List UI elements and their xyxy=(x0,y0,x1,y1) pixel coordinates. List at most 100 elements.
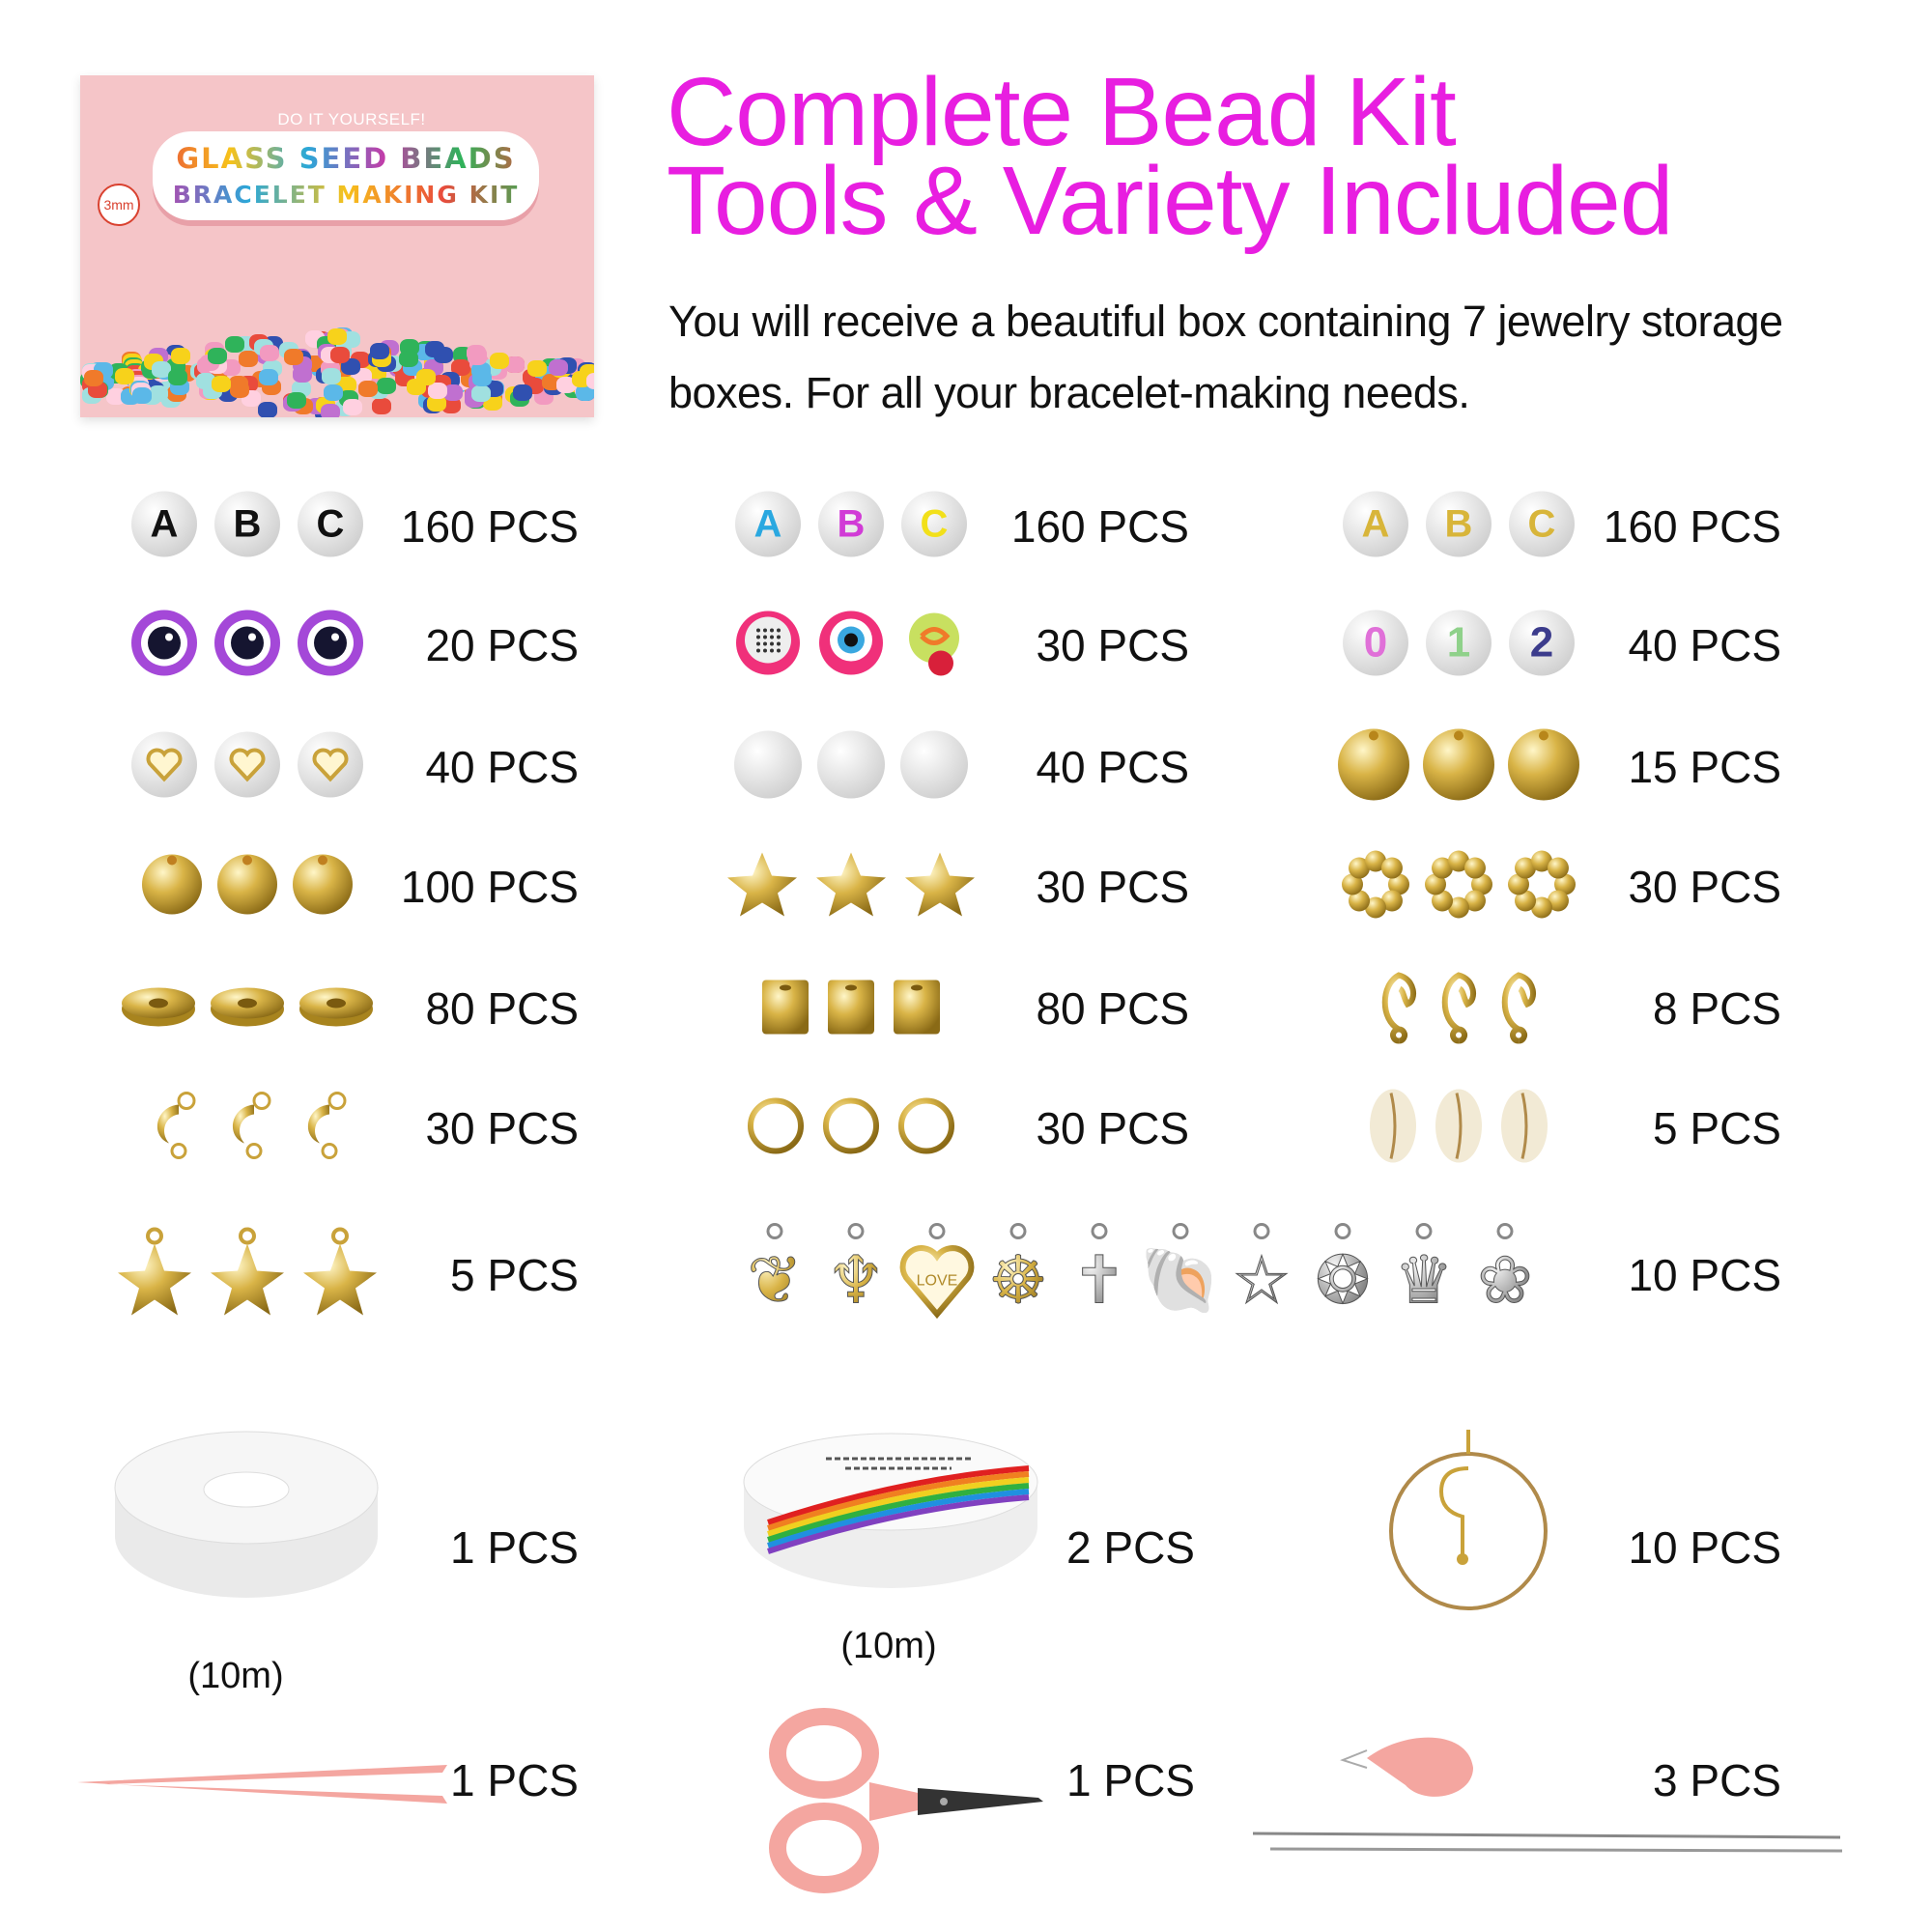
evil-eye-bead-icon xyxy=(212,608,283,684)
svg-text:1: 1 xyxy=(1447,619,1470,667)
description: You will receive a beautiful box contain… xyxy=(668,297,1783,417)
cupid-charm-icon: ♆ xyxy=(817,1220,895,1331)
rainbow-crystal-string-spool-icon xyxy=(739,1430,1043,1594)
title-line1: Complete Bead Kit xyxy=(667,58,1457,166)
gold-bead-icon xyxy=(140,853,204,922)
length-label: (10m) xyxy=(840,1626,937,1666)
seed-bead xyxy=(372,397,392,414)
heart-bead-icon xyxy=(212,729,283,806)
seed-bead xyxy=(426,395,446,412)
svg-text:C: C xyxy=(921,503,949,546)
crimp-bead-cover-icon xyxy=(291,1088,355,1170)
quantity-label: 160 PCS xyxy=(1603,501,1781,552)
seed-bead xyxy=(556,377,577,394)
quantity-label: 30 PCS xyxy=(1036,862,1189,912)
seed-bead xyxy=(527,360,548,378)
crown-charm-icon: ♛ xyxy=(1385,1220,1463,1331)
silver-charms-group: ❦ ♆ LOVE ☸ ✝ 🐚 ☆ ❂ ♛ ❀ xyxy=(736,1220,1544,1331)
crimp-bead-cover-group xyxy=(140,1088,355,1170)
seed-bead xyxy=(341,358,361,376)
polymer-clay-fruit-bead-icon xyxy=(732,608,804,684)
gold-cube-bead-icon xyxy=(890,975,944,1043)
svg-text:🐚: 🐚 xyxy=(1142,1243,1219,1320)
seed-bead xyxy=(327,327,347,345)
seed-bead xyxy=(259,345,279,362)
elastic-cord-spool-icon xyxy=(111,1430,382,1604)
seed-bead xyxy=(585,373,594,390)
heart-bead-group xyxy=(128,729,366,806)
gold-bead-icon xyxy=(291,853,355,922)
quantity-label: 40 PCS xyxy=(1036,742,1189,792)
svg-text:0: 0 xyxy=(1364,619,1387,667)
pearl-bead-icon xyxy=(732,729,804,806)
seed-bead xyxy=(472,369,493,386)
gold-flower-spacer-icon xyxy=(1506,849,1577,925)
quantity-label: 2 PCS xyxy=(1066,1522,1195,1573)
page-title: Complete Bead Kit Tools & Variety Includ… xyxy=(667,58,1673,249)
seed-bead xyxy=(415,369,436,386)
seed-bead xyxy=(148,384,168,402)
quantity-label: 100 PCS xyxy=(400,862,579,912)
letter-bead-icon: B xyxy=(1423,489,1494,565)
gold-starfish-charm-icon xyxy=(114,1225,195,1326)
seed-bead xyxy=(451,358,471,376)
lobster-clasp-icon xyxy=(1494,966,1543,1052)
seed-bead xyxy=(286,391,306,409)
earring-hoop-hook-icon xyxy=(1381,1420,1555,1613)
box-title-line2: BRACELET MAKING KIT xyxy=(153,180,539,211)
svg-text:☆: ☆ xyxy=(1233,1243,1292,1320)
jump-ring-icon xyxy=(744,1094,808,1163)
seed-bead xyxy=(170,347,190,364)
heart-bead-icon xyxy=(295,729,366,806)
evil-eye-bead-group xyxy=(128,608,366,684)
gold-cube-bead-icon xyxy=(758,975,812,1043)
large-gold-bead-icon xyxy=(1507,728,1580,807)
svg-text:☸: ☸ xyxy=(989,1243,1048,1320)
cross-charm-icon: ✝ xyxy=(1061,1220,1138,1331)
svg-text:A: A xyxy=(1362,503,1390,546)
letter-bead-icon: C xyxy=(295,489,366,565)
quantity-label: 8 PCS xyxy=(1653,983,1781,1034)
large-gold-bead-icon xyxy=(1422,728,1495,807)
seed-bead xyxy=(168,369,188,386)
turtle-charm-icon: ❂ xyxy=(1304,1220,1381,1331)
svg-text:C: C xyxy=(1528,503,1556,546)
quantity-label: 30 PCS xyxy=(1036,1103,1189,1153)
gold-star-bead-group xyxy=(724,849,979,925)
letter-bead-group: A B C xyxy=(732,489,970,565)
love-heart-charm-icon: LOVE xyxy=(898,1220,976,1331)
quantity-label: 30 PCS xyxy=(425,1103,579,1153)
cowrie-shell-icon xyxy=(1366,1086,1420,1172)
seed-bead xyxy=(208,347,228,364)
jump-ring-icon xyxy=(819,1094,883,1163)
letter-bead-icon: A xyxy=(1340,489,1411,565)
seed-bead xyxy=(370,342,390,359)
number-bead-group: 0 1 2 xyxy=(1340,608,1577,684)
seed-bead xyxy=(238,350,258,367)
svg-text:A: A xyxy=(151,503,179,546)
star-charm-icon: ☆ xyxy=(1223,1220,1300,1331)
letter-bead-icon: B xyxy=(815,489,887,565)
number-bead-icon: 1 xyxy=(1423,608,1494,684)
quantity-label: 3 PCS xyxy=(1653,1755,1781,1805)
seed-bead xyxy=(398,350,418,367)
gold-flower-spacer-icon xyxy=(1423,849,1494,925)
quantity-label: 160 PCS xyxy=(400,501,579,552)
seed-bead xyxy=(196,373,216,389)
quantity-label: 1 PCS xyxy=(450,1522,579,1573)
gold-starfish-charm-icon xyxy=(299,1225,381,1326)
pearl-bead-icon xyxy=(898,729,970,806)
box-tagline: DO IT YOURSELF! xyxy=(277,110,426,128)
gold-cube-bead-icon xyxy=(824,975,878,1043)
svg-text:C: C xyxy=(317,503,345,546)
svg-text:B: B xyxy=(1445,503,1473,546)
polymer-clay-fruit-bead-group xyxy=(732,608,970,684)
seed-bead xyxy=(541,374,561,391)
seed-bead xyxy=(549,358,569,376)
letter-bead-icon: B xyxy=(212,489,283,565)
gold-cube-bead-group xyxy=(758,975,944,1043)
polymer-clay-fruit-bead-icon xyxy=(898,608,970,684)
shell-charm-icon: 🐚 xyxy=(1139,1220,1222,1331)
quantity-label: 160 PCS xyxy=(1010,501,1189,552)
quantity-label: 5 PCS xyxy=(1653,1103,1781,1153)
